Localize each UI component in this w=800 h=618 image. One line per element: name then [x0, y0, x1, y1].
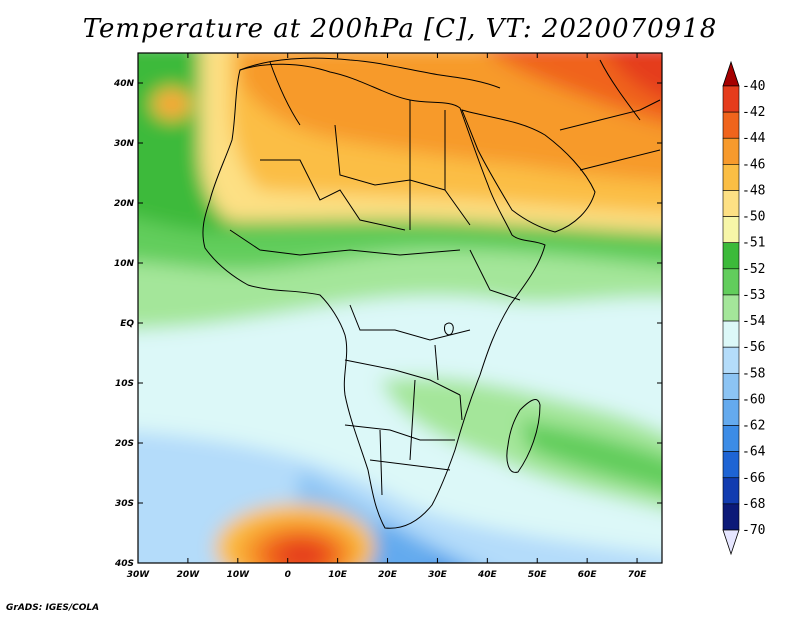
colorbar-label: -68: [742, 497, 765, 512]
colorbar-segment: [722, 111, 740, 139]
colorbar-label: -70: [742, 523, 765, 538]
colorbar-label: -58: [742, 366, 765, 381]
colorbar-label: -62: [742, 419, 765, 434]
colorbar-segment: [722, 477, 740, 505]
y-tick-label: 30N: [114, 139, 135, 149]
colorbar-label: -52: [742, 262, 765, 277]
y-axis: 40N 30N 20N 10N EQ 10S 20S 30S 40S: [113, 79, 662, 569]
x-tick-label: 20E: [378, 570, 398, 580]
y-tick-label: 10N: [114, 259, 135, 269]
colorbar-label: -51: [742, 236, 765, 251]
colorbar-bottom-arrow: [722, 529, 740, 556]
colorbar-label: -66: [742, 471, 765, 486]
colorbar-label: -50: [742, 210, 765, 225]
x-tick-label: 60E: [578, 570, 598, 580]
colorbar-segment: [722, 268, 740, 296]
x-tick-label: 10E: [328, 570, 348, 580]
colorbar-segment: [722, 137, 740, 165]
colorbar-segment: [722, 503, 740, 531]
colorbar-segment: [722, 372, 740, 400]
x-tick-label: 0: [285, 570, 291, 580]
colorbar-segment: [722, 425, 740, 452]
colorbar-segment: [722, 242, 740, 270]
map-title: Temperature at 200hPa [C], VT: 202007091…: [82, 14, 718, 44]
colorbar: -40 -42 -44 -46 -48 -50 -51 -52 -53 -54 -56 -58 -60 -…: [722, 60, 766, 556]
colorbar-segment: [722, 346, 740, 374]
coastline-overlay: [202, 57, 661, 529]
x-tick-label: 30E: [428, 570, 448, 580]
x-tick-label: 70E: [628, 570, 648, 580]
x-tick-label: 10W: [227, 570, 251, 580]
plot-frame: [137, 52, 663, 564]
colorbar-segment: [722, 399, 740, 426]
colorbar-label: -54: [742, 314, 766, 329]
colorbar-label: -56: [742, 340, 765, 355]
grads-credit: GrADS: IGES/COLA: [6, 603, 100, 613]
colorbar-label: -48: [742, 183, 765, 198]
colorbar-segment: [722, 190, 740, 217]
x-tick-label: 20W: [177, 570, 201, 580]
y-tick-label: 20S: [115, 439, 134, 449]
colorbar-label: -60: [742, 392, 765, 407]
y-tick-label: 30S: [115, 499, 134, 509]
colorbar-segment: [722, 164, 740, 191]
x-tick-label: 40E: [477, 570, 498, 580]
colorbar-segment: [722, 85, 740, 113]
y-tick-label: 20N: [114, 199, 135, 209]
y-tick-label: 40N: [113, 79, 135, 89]
y-tick-label: 40S: [114, 559, 134, 569]
x-axis: 30W 20W 10W 0 10E 20E 30E 40E 50E 60E 70E: [127, 53, 647, 580]
colorbar-label: -40: [742, 79, 765, 94]
colorbar-segment: [722, 451, 740, 479]
y-tick-label: 10S: [115, 379, 134, 389]
colorbar-label: -46: [742, 157, 765, 172]
colorbar-segment: [722, 216, 740, 244]
y-tick-label: EQ: [120, 319, 134, 329]
colorbar-label: -64: [742, 445, 766, 460]
colorbar-top-arrow: [722, 60, 740, 87]
x-tick-label: 30W: [127, 570, 151, 580]
colorbar-label: -42: [742, 105, 765, 120]
temperature-field: [138, 53, 662, 563]
colorbar-label: -53: [742, 288, 765, 303]
colorbar-segment: [722, 320, 740, 348]
colorbar-segment: [722, 294, 740, 322]
colorbar-label: -44: [742, 131, 766, 146]
x-tick-label: 50E: [528, 570, 548, 580]
